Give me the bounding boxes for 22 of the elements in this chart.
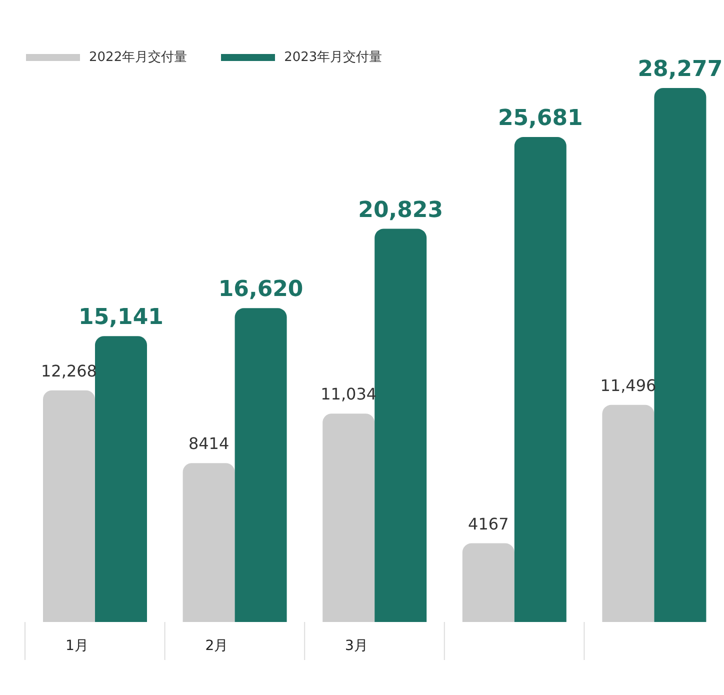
data-label: 20,823	[358, 198, 444, 223]
data-label: 8414	[188, 434, 230, 454]
legend-label: 2023年月交付量	[284, 49, 382, 66]
x-tick-label: 2月	[205, 638, 228, 654]
bar	[234, 308, 287, 622]
data-label: 4167	[468, 514, 509, 534]
bar	[43, 390, 95, 622]
bar	[322, 414, 375, 622]
x-tick-label: 3月	[345, 638, 368, 654]
legend-label: 2022年月交付量	[89, 49, 188, 66]
x-tick-label: 1月	[65, 638, 88, 654]
data-label: 15,141	[78, 305, 164, 330]
data-label: 28,277	[638, 57, 723, 82]
data-label: 25,681	[498, 106, 583, 132]
bar	[182, 463, 235, 622]
bar	[602, 404, 654, 622]
data-label: 16,620	[218, 277, 304, 302]
bar	[95, 336, 147, 622]
bar	[514, 137, 566, 622]
bar	[654, 88, 706, 622]
bar	[374, 228, 427, 622]
bar	[462, 543, 514, 622]
